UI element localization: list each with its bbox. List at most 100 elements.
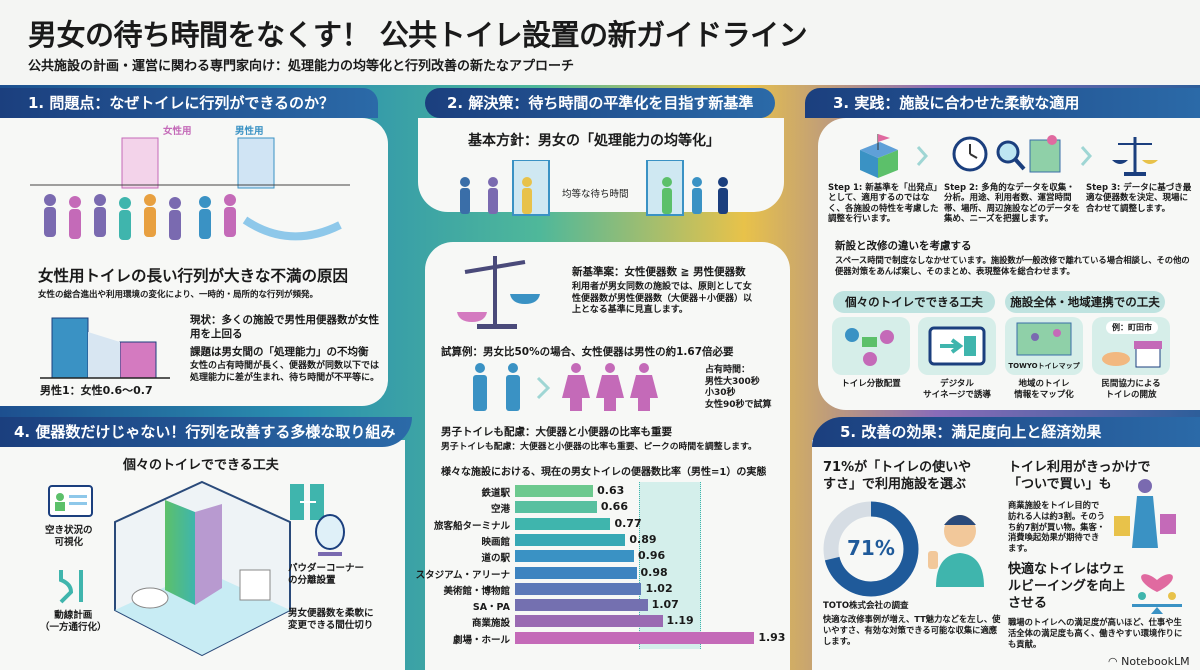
tag-facility: 施設全体・地域連携での工夫 bbox=[1005, 291, 1165, 313]
example-label: 例：町田市 bbox=[1106, 321, 1158, 334]
flow-icon bbox=[59, 570, 83, 604]
calc-heading: 試算例：男女比50%の場合、女性便器は男性の約1.67倍必要 bbox=[441, 346, 734, 358]
wellbeing-text: 職場のトイレへの満足度が高いほど、仕事や生活全体の満足度も高く、働きやすい環境作… bbox=[1008, 617, 1183, 649]
bar-value-label: 0.98 bbox=[640, 565, 668, 579]
label-male: 男性用 bbox=[235, 126, 264, 137]
male-heading: 男子トイレも配慮：大便器と小便器の比率も重要 bbox=[441, 426, 672, 438]
section2-header: 2. 解決策：待ち時間の平準化を目指す新基準 bbox=[425, 88, 775, 118]
bar-category-label: SA・PA bbox=[472, 602, 510, 614]
map-label: TOWYOトイレマップ bbox=[1008, 362, 1080, 370]
bar-value-label: 0.66 bbox=[600, 500, 628, 514]
bar-value-label: 0.77 bbox=[614, 516, 642, 530]
map-icon bbox=[1016, 322, 1072, 356]
map-pin-icon bbox=[845, 328, 894, 366]
shopping-person-icon bbox=[1114, 479, 1176, 548]
step-2: Step 2: 多角的なデータを収集・分析。用途、利用者数、運営時間帯、場所、周… bbox=[944, 183, 1081, 225]
bar bbox=[515, 599, 648, 612]
queue-illustration bbox=[30, 137, 350, 241]
occupancy-line: 女性90秒で試算 bbox=[705, 400, 772, 411]
restroom-isometric-illustration bbox=[114, 480, 291, 657]
card-label: デジタル サイネージで誘導 bbox=[923, 379, 991, 401]
card-map: TOWYOトイレマップ bbox=[1005, 317, 1083, 375]
building-icons bbox=[40, 317, 170, 379]
donut-label: 71% bbox=[847, 536, 895, 560]
section4-heading: 個々のトイレでできる工夫 bbox=[123, 458, 279, 473]
section1-heading: 女性用トイレの長い行列が大きな不満の原因 bbox=[38, 267, 349, 285]
shopping-text: 商業施設をトイレ目的で訪れる人は約3割。そのうち約7割が買い物。集客・消費喚起効… bbox=[1008, 500, 1106, 554]
occupancy-text: 占有時間： 男性大300秒 小30秒 女性90秒で試算 bbox=[705, 365, 772, 412]
tag-individual: 個々のトイレでできる工夫 bbox=[833, 291, 995, 313]
stat-heading: 71%が「トイレの使いやすさ」で利用施設を選ぶ bbox=[823, 460, 972, 492]
card-label: 地域のトイレ 情報をマップ化 bbox=[1014, 379, 1074, 401]
signage-icon bbox=[928, 326, 986, 366]
step-icons bbox=[860, 134, 1158, 178]
bar-category-label: 映画館 bbox=[481, 536, 510, 548]
people-ratio-icons bbox=[473, 363, 658, 411]
consider-text: スペース時間で制度なしなかせています。施設数が一般改修で離れている場合相談し、そ… bbox=[835, 255, 1190, 276]
thumbs-up-person-icon bbox=[928, 515, 984, 587]
section1-header: 1. 問題点：なぜトイレに行列ができるのか？ bbox=[0, 88, 378, 118]
section1-desc: 女性の総合進出や利用環境の変化により、一時的・局所的な行列が頻発。 bbox=[38, 290, 318, 300]
display-icon bbox=[48, 485, 93, 517]
issue-heading: 課題は男女間の「処理能力」の不均衡 bbox=[190, 346, 369, 358]
issue-text: 女性の占有時間が長く、便器数が同数以下では処理能力に差が生まれ、待ち時間が不平等… bbox=[190, 361, 380, 383]
bar bbox=[515, 615, 663, 628]
wellbeing-heading: 快適なトイレはウェルビーイングを向上させる bbox=[1008, 562, 1126, 611]
bar-value-label: 1.93 bbox=[758, 630, 786, 644]
bar bbox=[515, 533, 626, 546]
partition-door-icon bbox=[290, 484, 324, 520]
bar-category-label: 美術館・博物館 bbox=[443, 585, 510, 597]
section4-header: 4. 便器数だけじゃない！行列を改善する多様な取り組み bbox=[0, 417, 412, 447]
label-flow: 動線計画 （一方通行化） bbox=[40, 610, 107, 634]
ratio-label: 男性1：女性0.6〜0.7 bbox=[40, 384, 153, 397]
bar-value-label: 0.63 bbox=[597, 484, 625, 497]
stat-text: 快適な改修事例が増え、TT魅力などを左し、使いやすさ、有効な対策できる可能な収集… bbox=[823, 614, 1001, 646]
mirror-icon bbox=[315, 514, 345, 556]
bar-category-label: 空港 bbox=[490, 504, 510, 516]
standard-text: 利用者が男女同数の施設では、原則として女性便器数が男性便器数（大便器＋小便器）以… bbox=[572, 282, 753, 316]
occupancy-line: 男性大300秒 bbox=[705, 376, 760, 387]
bar bbox=[515, 566, 637, 579]
status-heading: 現状：多くの施設で男性用便器数が女性用を上回る bbox=[190, 314, 379, 340]
scale-icon bbox=[457, 256, 540, 329]
bar bbox=[515, 550, 635, 563]
bar-category-label: 旅客船ターミナル bbox=[433, 520, 510, 532]
policy-heading: 基本方針：男女の「処理能力の均等化」 bbox=[468, 133, 720, 149]
bar-value-label: 1.07 bbox=[651, 598, 679, 612]
bar-value-label: 0.96 bbox=[638, 549, 666, 563]
notebooklm-logo-icon: ◠ bbox=[1108, 655, 1122, 668]
section5-panel bbox=[812, 440, 1200, 670]
card-private: 例：町田市 bbox=[1092, 317, 1170, 375]
bar bbox=[515, 485, 594, 497]
occupancy-line: 小30秒 bbox=[705, 388, 736, 399]
bar-value-label: 1.19 bbox=[666, 614, 694, 628]
bar-category-label: 商業施設 bbox=[471, 618, 510, 630]
page-title: 男女の待ち時間をなくす！ 公共トイレ設置の新ガイドライン bbox=[28, 18, 808, 52]
card-label: トイレ分散配置 bbox=[841, 379, 901, 389]
brand-label: NotebookLM bbox=[1121, 655, 1190, 668]
bar-category-label: スタジアム・アリーナ bbox=[415, 569, 510, 581]
card-signage bbox=[918, 317, 996, 375]
bar-category-label: 鉄道駅 bbox=[481, 488, 510, 499]
male-text: 男子トイレも配慮：大便器と小便器の比率も重要、ピークの時間を調整します。 bbox=[441, 442, 757, 452]
section5-header: 5. 改善の効果：満足度向上と経済効果 bbox=[812, 417, 1200, 447]
bar bbox=[515, 582, 642, 595]
chart-title: 様々な施設における、現在の男女トイレの便器数比率（男性=1）の実態 bbox=[441, 467, 767, 478]
bar-value-label: 0.89 bbox=[629, 532, 657, 546]
card-label: 民間協力による トイレの開放 bbox=[1101, 379, 1161, 401]
donut-arc bbox=[823, 501, 919, 597]
handshake-shop-icon bbox=[1102, 341, 1162, 368]
step-3: Step 3: データに基づき最適な便器数を決定、現場に合わせて調整します。 bbox=[1086, 183, 1192, 214]
shopping-heading: トイレ利用がきっかけで「ついで買い」も bbox=[1008, 460, 1151, 492]
bar bbox=[515, 631, 755, 644]
bar-category-label: 道の駅 bbox=[481, 553, 510, 565]
page-subtitle: 公共施設の計画・運営に関わる専門家向け：処理能力の均等化と行列改善の新たなアプロ… bbox=[28, 59, 575, 74]
brand-notebooklm: ◠ NotebookLM bbox=[1108, 655, 1190, 669]
standard-heading: 新基準案：女性便器数 ≧ 男性便器数 bbox=[572, 266, 746, 278]
heart-balance-icon bbox=[1132, 574, 1182, 614]
section3-header: 3. 実践：施設に合わせた柔軟な適用 bbox=[805, 88, 1200, 118]
bar-value-label: 1.02 bbox=[645, 581, 673, 595]
label-partition: 男女便器数を柔軟に 変更できる間仕切り bbox=[288, 608, 374, 632]
bar bbox=[515, 517, 611, 530]
walking-people-doors bbox=[460, 160, 728, 216]
